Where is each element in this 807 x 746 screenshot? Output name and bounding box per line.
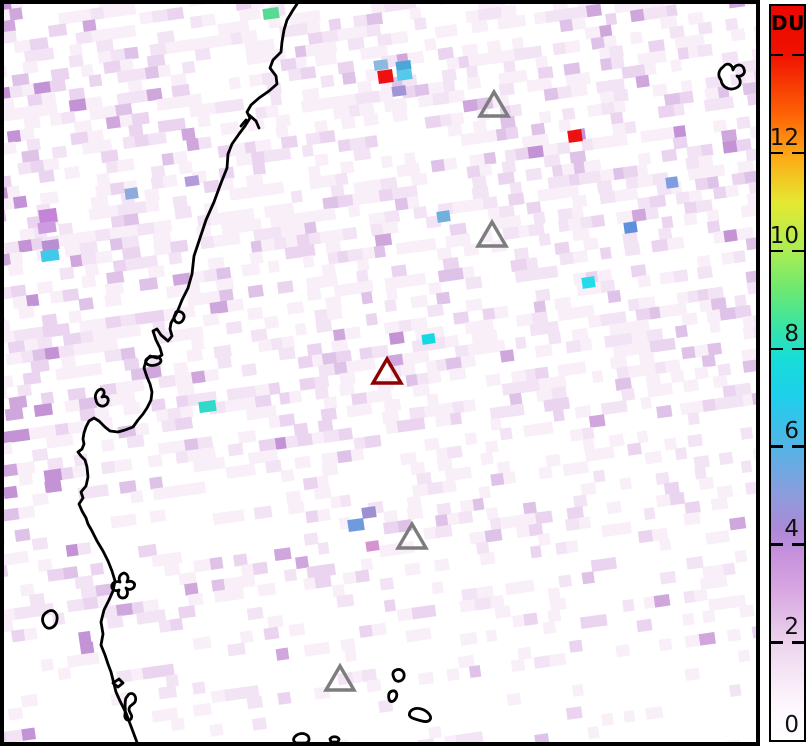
data-pixel	[41, 238, 60, 252]
data-pixel	[361, 506, 377, 519]
colorbar-tick-label: 2	[784, 614, 799, 641]
map-canvas	[0, 0, 760, 746]
colorbar-tick	[771, 641, 783, 644]
elevated-data-pixels	[37, 6, 679, 552]
data-pixel	[567, 129, 583, 143]
colorbar-tick-label: 0	[784, 712, 799, 738]
colorbar-tick	[771, 543, 783, 546]
small-oval-island	[391, 668, 406, 683]
colorbar-tick-label: 10	[769, 222, 799, 249]
data-pixel	[262, 6, 280, 21]
long-oval-island	[407, 707, 432, 723]
ring-island	[41, 609, 59, 630]
data-pixel	[421, 333, 436, 345]
coastline-layer	[41, 4, 746, 742]
coast-fork-spur	[239, 113, 261, 130]
data-pixel	[198, 399, 217, 414]
data-pixel	[184, 175, 200, 187]
colorbar-tick	[771, 445, 783, 448]
data-pixel	[391, 85, 407, 97]
colorbar-tick	[792, 249, 804, 253]
volcano-marker-highlighted	[370, 355, 404, 385]
colorbar-unit-label: DU	[771, 11, 805, 35]
mainland-coast	[76, 4, 299, 742]
colorbar-tick-label: 6	[784, 418, 799, 445]
volcano-marker-normal	[395, 520, 429, 550]
boot-island	[123, 692, 138, 722]
data-pixel	[365, 540, 380, 552]
anchor-island	[93, 387, 110, 408]
data-pixel	[581, 276, 596, 289]
data-pixel	[623, 221, 638, 234]
data-pixel	[436, 210, 451, 223]
data-pixel	[38, 207, 58, 225]
bottom-islet-b	[328, 735, 341, 742]
data-pixel	[377, 69, 394, 84]
colorbar: DU 0 2 4 6 8 10 12	[769, 4, 806, 742]
colorbar-tick-label: 12	[769, 124, 799, 151]
colorbar-tick	[792, 347, 804, 350]
volcano-marker-normal	[477, 88, 511, 118]
comma-island	[387, 689, 399, 703]
northeast-lake	[717, 62, 746, 91]
data-pixel	[40, 248, 60, 263]
colorbar-gradient	[771, 6, 804, 740]
colorbar-tick	[771, 347, 783, 350]
fjord-islet	[144, 355, 163, 367]
coast-cross-spur	[111, 677, 125, 689]
volcano-markers	[323, 88, 511, 692]
volcano-marker-normal	[323, 662, 357, 692]
colorbar-tick	[792, 641, 804, 644]
data-pixel	[347, 517, 365, 533]
coast-lagoon-blob	[172, 310, 186, 325]
colorbar-tick-label: 4	[784, 516, 799, 543]
colorbar-tick	[792, 445, 804, 448]
colorbar-tick-label: 8	[784, 320, 799, 347]
colorbar-tick	[792, 151, 804, 155]
data-pixel	[395, 59, 412, 72]
bottom-islet-a	[292, 732, 311, 742]
map-plot-area	[4, 4, 756, 742]
data-pixel	[37, 220, 57, 235]
data-pixel	[373, 59, 389, 71]
colorbar-tick	[792, 543, 804, 546]
scan-pixels-texture	[4, 4, 756, 742]
colorbar-tick	[792, 53, 804, 57]
colorbar-tick	[771, 53, 783, 57]
colorbar-tick	[771, 249, 783, 253]
volcano-marker-normal	[475, 218, 509, 248]
data-pixel	[396, 69, 413, 81]
colorbar-tick	[771, 151, 783, 155]
data-pixel	[665, 176, 679, 189]
star-island	[110, 571, 136, 600]
data-pixel	[124, 187, 139, 200]
